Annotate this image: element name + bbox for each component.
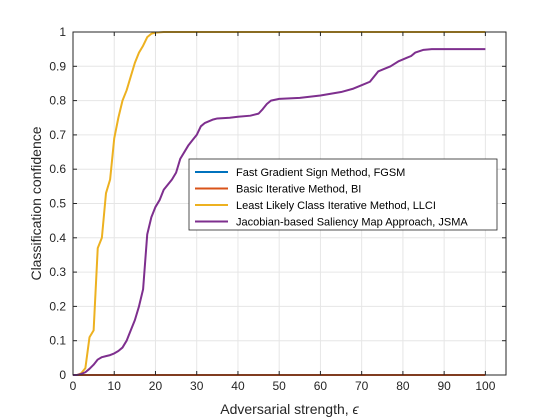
- y-tick-label: 0.8: [49, 94, 66, 108]
- y-tick-label: 0.5: [49, 197, 66, 211]
- legend-label-1: Fast Gradient Sign Method, FGSM: [236, 167, 405, 179]
- x-tick-label: 10: [108, 379, 122, 393]
- x-axis-title-symbol: ϵ: [353, 401, 360, 417]
- series-line-3: [73, 31, 486, 376]
- x-tick-label: 60: [314, 379, 328, 393]
- x-axis-title-text: Adversarial strength,: [220, 401, 352, 417]
- legend-label-3: Least Likely Class Iterative Method, LLC…: [236, 200, 436, 212]
- legend: Fast Gradient Sign Method, FGSM Basic Ite…: [188, 158, 498, 231]
- x-tick-label: 20: [149, 379, 163, 393]
- x-tick-label: 50: [273, 379, 287, 393]
- y-tick-label: 0.2: [49, 299, 66, 313]
- series-line-4: [73, 48, 486, 376]
- x-tick-label: 90: [437, 379, 451, 393]
- y-tick-label: 0.4: [49, 231, 66, 245]
- x-tick-label: 40: [231, 379, 245, 393]
- x-tick-label: 100: [475, 379, 495, 393]
- y-tick-label: 0.6: [49, 162, 66, 176]
- axis-ticks: [72, 31, 506, 376]
- y-tick-label: 0.3: [49, 265, 66, 279]
- legend-label-2: Basic Iterative Method, BI: [236, 184, 361, 196]
- x-tick-label: 30: [190, 379, 204, 393]
- x-axis-title: Adversarial strength, ϵ: [220, 401, 359, 417]
- x-tick-label: 0: [70, 379, 77, 393]
- y-tick-label: 0.1: [49, 334, 66, 348]
- y-tick-label: 0.7: [49, 128, 66, 142]
- axis-tick-labels: 0 10 20 30 40 50 60 70 80 90 100 0 0.1 0.2 0.3 0.4 0.5 0.…: [49, 25, 495, 393]
- y-tick-label: 0.9: [49, 59, 66, 73]
- legend-box: [188, 158, 498, 231]
- legend-label-4: Jacobian-based Saliency Map Approach, JS…: [236, 217, 468, 229]
- x-tick-label: 80: [396, 379, 410, 393]
- y-tick-label: 0: [59, 368, 66, 382]
- x-tick-label: 70: [355, 379, 369, 393]
- y-axis-title: Classification confidence: [28, 126, 44, 280]
- y-tick-label: 1: [59, 25, 66, 39]
